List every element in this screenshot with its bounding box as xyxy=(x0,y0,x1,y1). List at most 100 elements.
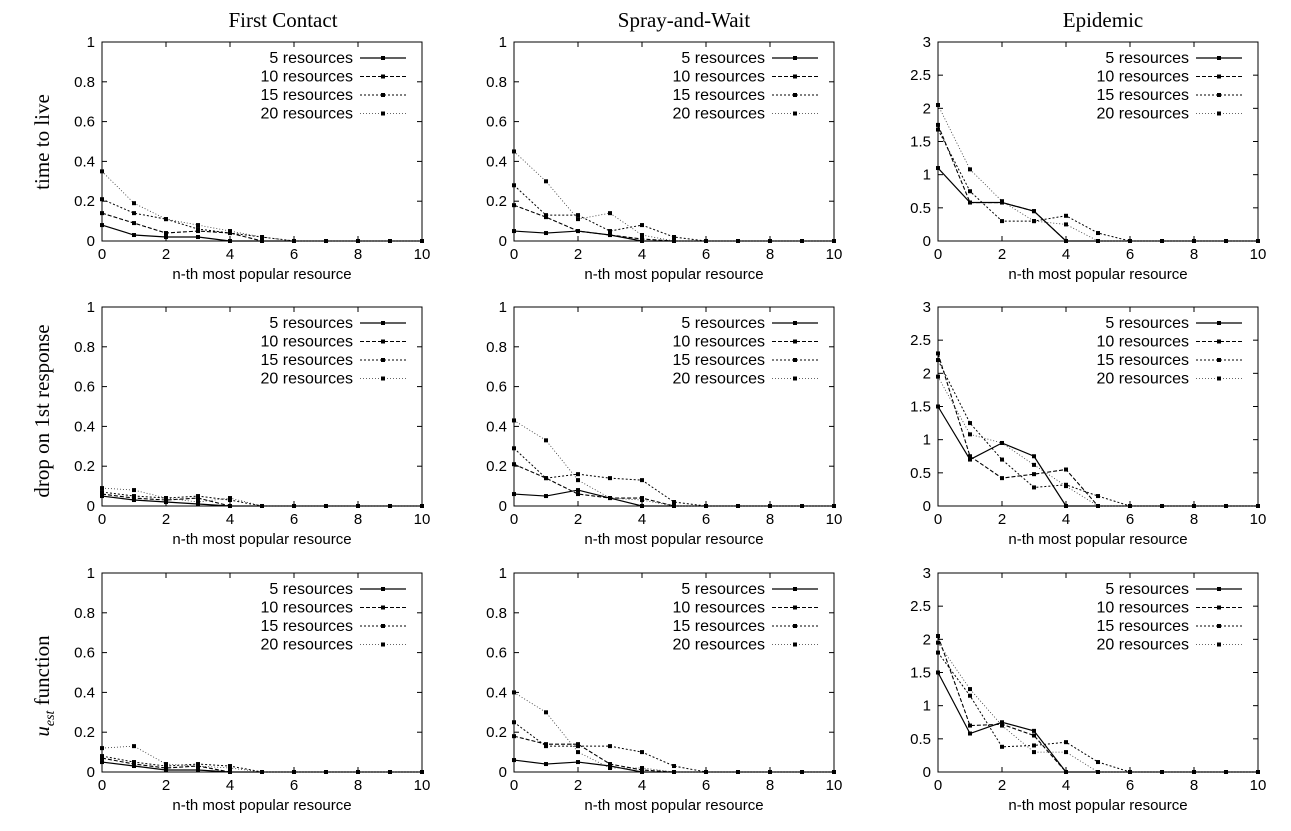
data-point xyxy=(640,478,644,483)
legend-label: 15 resources xyxy=(673,87,766,104)
data-point xyxy=(132,221,136,226)
data-point xyxy=(356,504,360,508)
data-point xyxy=(640,498,644,503)
data-point xyxy=(672,235,676,240)
data-point xyxy=(164,762,168,767)
legend-marker xyxy=(1217,339,1221,344)
legend-label: 15 resources xyxy=(261,618,354,635)
data-point xyxy=(640,766,644,771)
data-point xyxy=(1192,239,1196,243)
data-point xyxy=(608,229,612,234)
data-point xyxy=(512,183,516,188)
data-point xyxy=(1256,239,1260,243)
series-3 xyxy=(512,446,836,508)
data-point xyxy=(1032,462,1036,467)
y-tick-label: 2.5 xyxy=(910,598,931,615)
x-axis-label: n-th most popular resource xyxy=(1008,797,1187,814)
data-point xyxy=(1000,219,1004,224)
legend-marker xyxy=(1217,642,1221,647)
data-point xyxy=(1032,728,1036,733)
y-tick-label: 0 xyxy=(87,764,95,781)
x-tick-label: 6 xyxy=(290,777,298,794)
y-tick-label: 1.5 xyxy=(910,134,931,151)
series-line xyxy=(937,635,1258,773)
data-point xyxy=(1192,770,1196,774)
legend-marker xyxy=(1217,587,1221,591)
x-tick-label: 0 xyxy=(934,511,942,528)
y-tick-label: 0.6 xyxy=(74,379,95,396)
x-tick-label: 2 xyxy=(162,511,170,528)
data-point xyxy=(292,504,296,508)
data-point xyxy=(228,229,232,234)
legend-label: 20 resources xyxy=(1097,637,1190,654)
y-tick-label: 0 xyxy=(87,498,95,515)
data-point xyxy=(672,504,676,508)
x-tick-label: 8 xyxy=(1190,246,1198,263)
data-point xyxy=(1160,504,1164,508)
data-point xyxy=(768,504,772,508)
data-point xyxy=(576,478,580,483)
data-point xyxy=(512,462,516,467)
data-point xyxy=(132,211,136,216)
legend-marker xyxy=(381,321,385,325)
series-3 xyxy=(512,183,836,243)
y-tick-label: 1 xyxy=(923,698,931,715)
x-tick-label: 4 xyxy=(638,777,646,794)
x-tick-label: 10 xyxy=(1250,777,1267,794)
data-point xyxy=(968,189,972,194)
x-tick-label: 6 xyxy=(702,777,710,794)
legend-label: 10 resources xyxy=(261,600,354,617)
y-tick-label: 0 xyxy=(87,233,95,250)
y-tick-label: 0.2 xyxy=(486,458,507,475)
legend-marker xyxy=(1217,56,1221,60)
data-point xyxy=(544,762,548,767)
x-axis-label: n-th most popular resource xyxy=(172,797,351,814)
series-line xyxy=(937,104,1258,242)
data-point xyxy=(736,770,740,774)
data-point xyxy=(512,758,516,763)
data-point xyxy=(228,239,232,243)
x-tick-label: 8 xyxy=(354,777,362,794)
x-tick-label: 2 xyxy=(998,246,1006,263)
data-point xyxy=(1064,467,1068,472)
data-point xyxy=(640,750,644,755)
series-line xyxy=(937,652,1258,773)
data-point xyxy=(768,239,772,243)
series-line xyxy=(937,129,1258,242)
series-line xyxy=(513,735,834,773)
row-label-time-to-live: time to live xyxy=(30,94,54,190)
data-point xyxy=(704,504,708,508)
legend-marker xyxy=(381,56,385,60)
data-point xyxy=(196,764,200,769)
data-point xyxy=(1032,733,1036,738)
x-tick-label: 8 xyxy=(766,511,774,528)
series-4 xyxy=(512,690,836,774)
data-point xyxy=(640,504,644,508)
data-point xyxy=(100,169,104,174)
x-tick-label: 6 xyxy=(290,511,298,528)
x-tick-label: 2 xyxy=(574,777,582,794)
data-point xyxy=(768,770,772,774)
legend-label: 20 resources xyxy=(673,637,766,654)
x-tick-label: 8 xyxy=(1190,777,1198,794)
y-tick-label: 0.4 xyxy=(486,418,507,435)
y-tick-label: 2 xyxy=(923,631,931,648)
legend-label: 10 resources xyxy=(1097,69,1190,86)
legend-marker xyxy=(381,605,385,610)
data-point xyxy=(968,723,972,728)
data-point xyxy=(100,760,104,765)
legend-label: 10 resources xyxy=(1097,600,1190,617)
y-tick-label: 0 xyxy=(923,233,931,250)
y-tick-label: 0.5 xyxy=(910,200,931,217)
y-tick-label: 1 xyxy=(923,432,931,449)
y-tick-label: 2.5 xyxy=(910,67,931,84)
series-line xyxy=(937,376,1258,507)
y-tick-label: 0.6 xyxy=(74,114,95,131)
series-3 xyxy=(936,650,1260,774)
data-point xyxy=(608,211,612,216)
y-tick-label: 0 xyxy=(499,233,507,250)
